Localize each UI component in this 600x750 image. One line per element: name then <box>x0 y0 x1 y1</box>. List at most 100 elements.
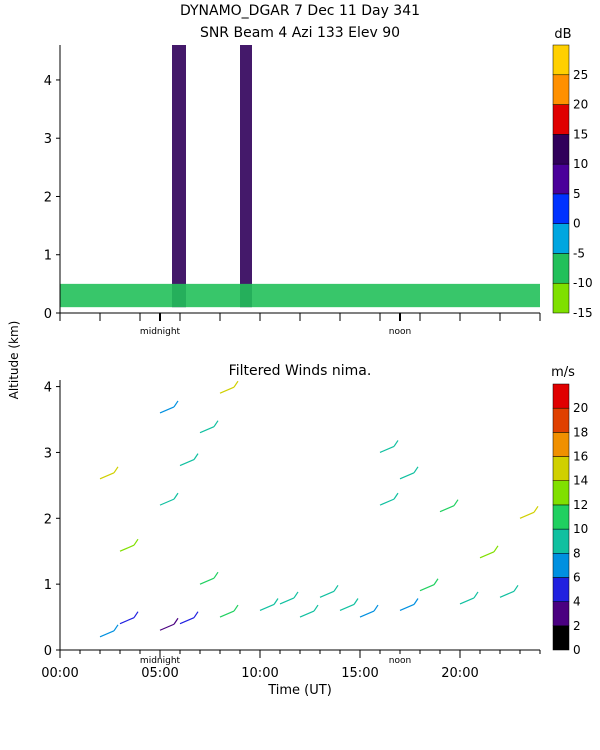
snr-colorbar-tick: 25 <box>573 68 588 82</box>
snr-y-tick-label: 0 <box>44 307 52 322</box>
wind-barb-shaft <box>159 623 175 631</box>
wind-barb-shaft <box>219 610 235 618</box>
winds-marker-label: noon <box>389 656 411 666</box>
wind-barb-flag <box>233 380 239 388</box>
wind-barb-shaft <box>419 584 435 592</box>
wind-barb-flag <box>133 538 139 546</box>
wind-barb-flag <box>433 578 439 586</box>
wind-barb-flag <box>413 466 419 474</box>
wind-barb <box>99 624 119 638</box>
winds-x-tick-label: 10:00 <box>241 666 278 681</box>
wind-barb <box>379 440 399 453</box>
wind-barb-shaft <box>319 590 335 598</box>
snr-colorbar-swatch <box>552 163 570 195</box>
wind-barb-shaft <box>199 577 215 585</box>
winds-colorbar-swatch <box>552 504 570 530</box>
winds-colorbar-tick: 20 <box>573 401 588 415</box>
wind-barb-flag <box>353 598 359 605</box>
snr-marker-label: noon <box>389 327 411 337</box>
wind-barb-flag <box>273 598 279 605</box>
winds-colorbar-swatch <box>552 625 570 651</box>
winds-axes: 0 1 2 3 4 00:00 05:00 10:00 15:00 20:00 midnight no… <box>41 380 541 681</box>
x-axis-label: Time (UT) <box>267 683 332 698</box>
snr-colorbar-tick: 20 <box>573 98 588 112</box>
wind-barb-flag <box>373 604 379 612</box>
winds-colorbar-swatch <box>552 553 570 578</box>
winds-colorbar-tick: 12 <box>573 498 588 512</box>
wind-barb-shaft <box>179 459 195 467</box>
wind-barb <box>319 584 339 598</box>
winds-colorbar-swatch <box>552 601 570 627</box>
winds-colorbar-swatch <box>552 480 570 506</box>
wind-barb-shaft <box>399 603 415 612</box>
snr-colorbar-tick: 5 <box>573 187 581 201</box>
wind-barb-flag <box>493 545 499 553</box>
wind-barb-shaft <box>219 386 235 394</box>
snr-feature-1 <box>240 45 252 308</box>
winds-panel: 0 1 2 3 4 00:00 05:00 10:00 15:00 20:00 midnight no… <box>41 380 541 681</box>
wind-barb-flag <box>453 499 459 507</box>
wind-barb <box>259 598 279 612</box>
wind-barb <box>159 400 179 414</box>
wind-barb-flag <box>393 440 399 447</box>
winds-y-tick-label: 1 <box>44 578 52 593</box>
wind-barb-flag <box>533 505 539 513</box>
figure-title: DYNAMO_DGAR 7 Dec 11 Day 341 <box>180 3 420 19</box>
wind-barb-flag <box>293 591 299 599</box>
winds-x-tick-label: 05:00 <box>141 666 178 681</box>
wind-barb-flag <box>113 466 119 474</box>
winds-y-tick-label: 2 <box>44 512 52 527</box>
wind-barb <box>179 611 199 625</box>
wind-barb-flag <box>233 604 239 612</box>
wind-barb <box>419 578 439 592</box>
wind-barb-shaft <box>439 505 455 513</box>
snr-y-tick-label: 1 <box>44 249 52 264</box>
winds-colorbar-tick: 2 <box>573 619 581 633</box>
winds-colorbar-tick: 6 <box>573 570 581 584</box>
snr-feature-2 <box>60 283 540 308</box>
wind-barb <box>219 380 239 394</box>
wind-barb-flag <box>213 420 219 428</box>
wind-barb <box>479 545 499 559</box>
wind-barb <box>359 604 379 618</box>
snr-colorbar-tick: 15 <box>573 127 588 141</box>
wind-barb-flag <box>173 617 179 625</box>
wind-barb <box>399 466 419 480</box>
snr-colorbar-swatch <box>552 74 570 105</box>
winds-colorbar-tick: 10 <box>573 522 588 536</box>
snr-colorbar-tick: 10 <box>573 157 588 171</box>
winds-plot-area <box>99 380 539 638</box>
wind-barb-shaft <box>499 590 515 598</box>
winds-colorbar-swatch <box>552 456 570 481</box>
y-axis-label: Altitude (km) <box>7 321 21 400</box>
winds-x-tick-label: 15:00 <box>341 666 378 681</box>
snr-colorbar-tick: -5 <box>573 246 585 260</box>
wind-barb-flag <box>133 611 139 618</box>
wind-barb-flag <box>413 598 419 605</box>
snr-colorbar-tick: -15 <box>573 306 593 320</box>
figure-subtitle: SNR Beam 4 Azi 133 Elev 90 <box>200 25 400 41</box>
winds-x-tick-label: 20:00 <box>441 666 478 681</box>
wind-barb-flag <box>173 400 179 408</box>
wind-barb-shaft <box>279 597 295 605</box>
wind-barb-shaft <box>199 426 215 434</box>
wind-barb-shaft <box>359 610 375 618</box>
wind-barb-shaft <box>379 498 395 506</box>
wind-barb-flag <box>193 611 199 618</box>
wind-barb <box>459 591 479 605</box>
wind-barb-shaft <box>399 472 415 480</box>
snr-y-tick-label: 2 <box>44 190 52 205</box>
winds-colorbar-swatch <box>552 383 570 409</box>
wind-barb <box>299 604 319 618</box>
snr-colorbar-unit: dB <box>554 27 571 42</box>
wind-barb <box>159 492 179 506</box>
winds-colorbar-swatch <box>552 577 570 602</box>
wind-barb-flag <box>393 492 399 500</box>
wind-barb <box>519 505 539 519</box>
wind-barb-flag <box>193 453 199 460</box>
winds-colorbar-tick: 8 <box>573 546 581 560</box>
winds-colorbar-tick: 18 <box>573 425 588 439</box>
wind-barb <box>99 466 119 480</box>
winds-colorbar-swatch <box>552 528 570 554</box>
winds-marker-label: midnight <box>140 656 181 666</box>
